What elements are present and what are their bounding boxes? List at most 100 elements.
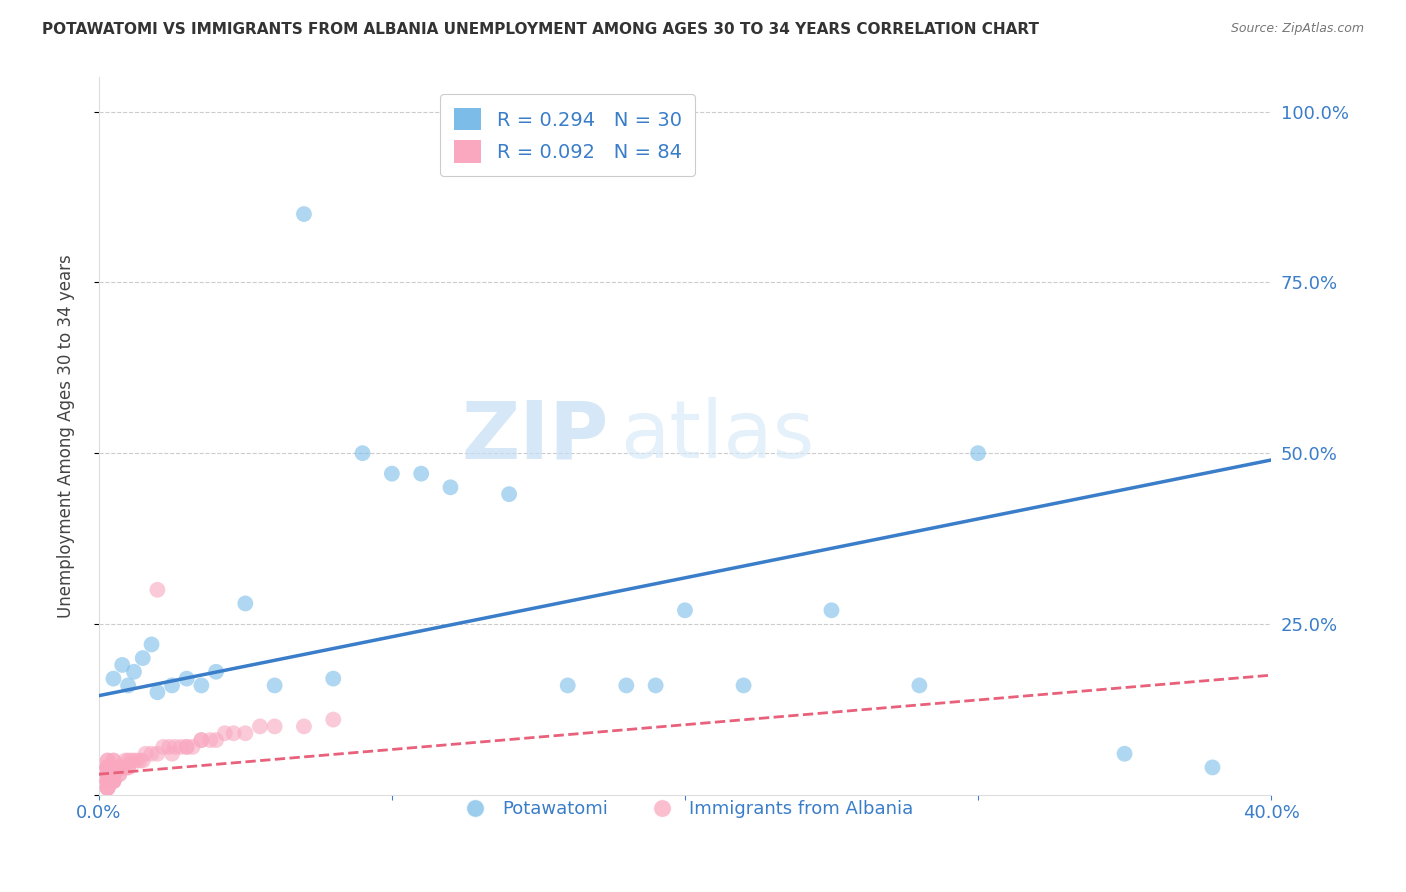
Point [205, 665, 228, 679]
Point [1201, 760, 1223, 774]
Point [103, 774, 125, 789]
Point [108, 767, 131, 781]
Point [103, 760, 125, 774]
Point [108, 767, 131, 781]
Point [157, 739, 180, 754]
Point [114, 754, 136, 768]
Point [97, 774, 120, 789]
Point [97, 760, 120, 774]
Point [103, 754, 125, 768]
Point [181, 739, 204, 754]
Point [103, 767, 125, 781]
Point [673, 603, 696, 617]
Point [97, 767, 120, 781]
Point [103, 767, 125, 781]
Point [439, 480, 461, 494]
Point [644, 678, 666, 692]
Point [103, 760, 125, 774]
Point [97, 767, 120, 781]
Point [108, 760, 131, 774]
Point [141, 637, 163, 651]
Point [103, 774, 125, 789]
Point [108, 760, 131, 774]
Point [103, 767, 125, 781]
Point [111, 760, 134, 774]
Point [97, 767, 120, 781]
Point [190, 733, 212, 747]
Point [146, 582, 169, 597]
Point [322, 672, 344, 686]
Point [103, 760, 125, 774]
Point [97, 774, 120, 789]
Point [97, 774, 120, 789]
Point [146, 685, 169, 699]
Point [249, 719, 271, 733]
Point [103, 767, 125, 781]
Point [97, 767, 120, 781]
Point [97, 774, 120, 789]
Point [132, 651, 155, 665]
Point [117, 678, 139, 692]
Point [97, 780, 120, 795]
Point [97, 774, 120, 789]
Point [176, 739, 198, 754]
Point [160, 678, 183, 692]
Point [292, 719, 315, 733]
Point [103, 672, 125, 686]
Point [103, 767, 125, 781]
Text: Source: ZipAtlas.com: Source: ZipAtlas.com [1230, 22, 1364, 36]
Point [1114, 747, 1136, 761]
Point [205, 733, 228, 747]
Point [967, 446, 990, 460]
Point [103, 754, 125, 768]
Point [176, 739, 198, 754]
Point [141, 747, 163, 761]
Point [111, 657, 134, 672]
Point [176, 672, 198, 686]
Point [352, 446, 374, 460]
Y-axis label: Unemployment Among Ages 30 to 34 years: Unemployment Among Ages 30 to 34 years [58, 254, 75, 618]
Point [160, 747, 183, 761]
Point [557, 678, 579, 692]
Point [292, 207, 315, 221]
Point [117, 760, 139, 774]
Point [146, 747, 169, 761]
Legend: Potawatomi, Immigrants from Albania: Potawatomi, Immigrants from Albania [450, 793, 921, 825]
Point [111, 760, 134, 774]
Point [103, 774, 125, 789]
Point [263, 719, 285, 733]
Text: POTAWATOMI VS IMMIGRANTS FROM ALBANIA UNEMPLOYMENT AMONG AGES 30 TO 34 YEARS COR: POTAWATOMI VS IMMIGRANTS FROM ALBANIA UN… [42, 22, 1039, 37]
Point [222, 726, 245, 740]
Point [411, 467, 433, 481]
Point [97, 760, 120, 774]
Point [120, 754, 142, 768]
Point [97, 767, 120, 781]
Point [97, 780, 120, 795]
Point [122, 754, 145, 768]
Point [125, 754, 148, 768]
Point [263, 678, 285, 692]
Point [170, 739, 193, 754]
Point [103, 774, 125, 789]
Point [135, 747, 157, 761]
Point [117, 754, 139, 768]
Point [97, 774, 120, 789]
Point [97, 754, 120, 768]
Point [97, 767, 120, 781]
Point [908, 678, 931, 692]
Point [198, 733, 221, 747]
Point [381, 467, 404, 481]
Point [103, 760, 125, 774]
Point [97, 780, 120, 795]
Point [117, 760, 139, 774]
Point [190, 678, 212, 692]
Point [214, 726, 236, 740]
Text: atlas: atlas [620, 397, 815, 475]
Point [614, 678, 637, 692]
Text: ZIP: ZIP [461, 397, 609, 475]
Point [498, 487, 520, 501]
Point [233, 597, 256, 611]
Point [132, 754, 155, 768]
Point [122, 665, 145, 679]
Point [97, 760, 120, 774]
